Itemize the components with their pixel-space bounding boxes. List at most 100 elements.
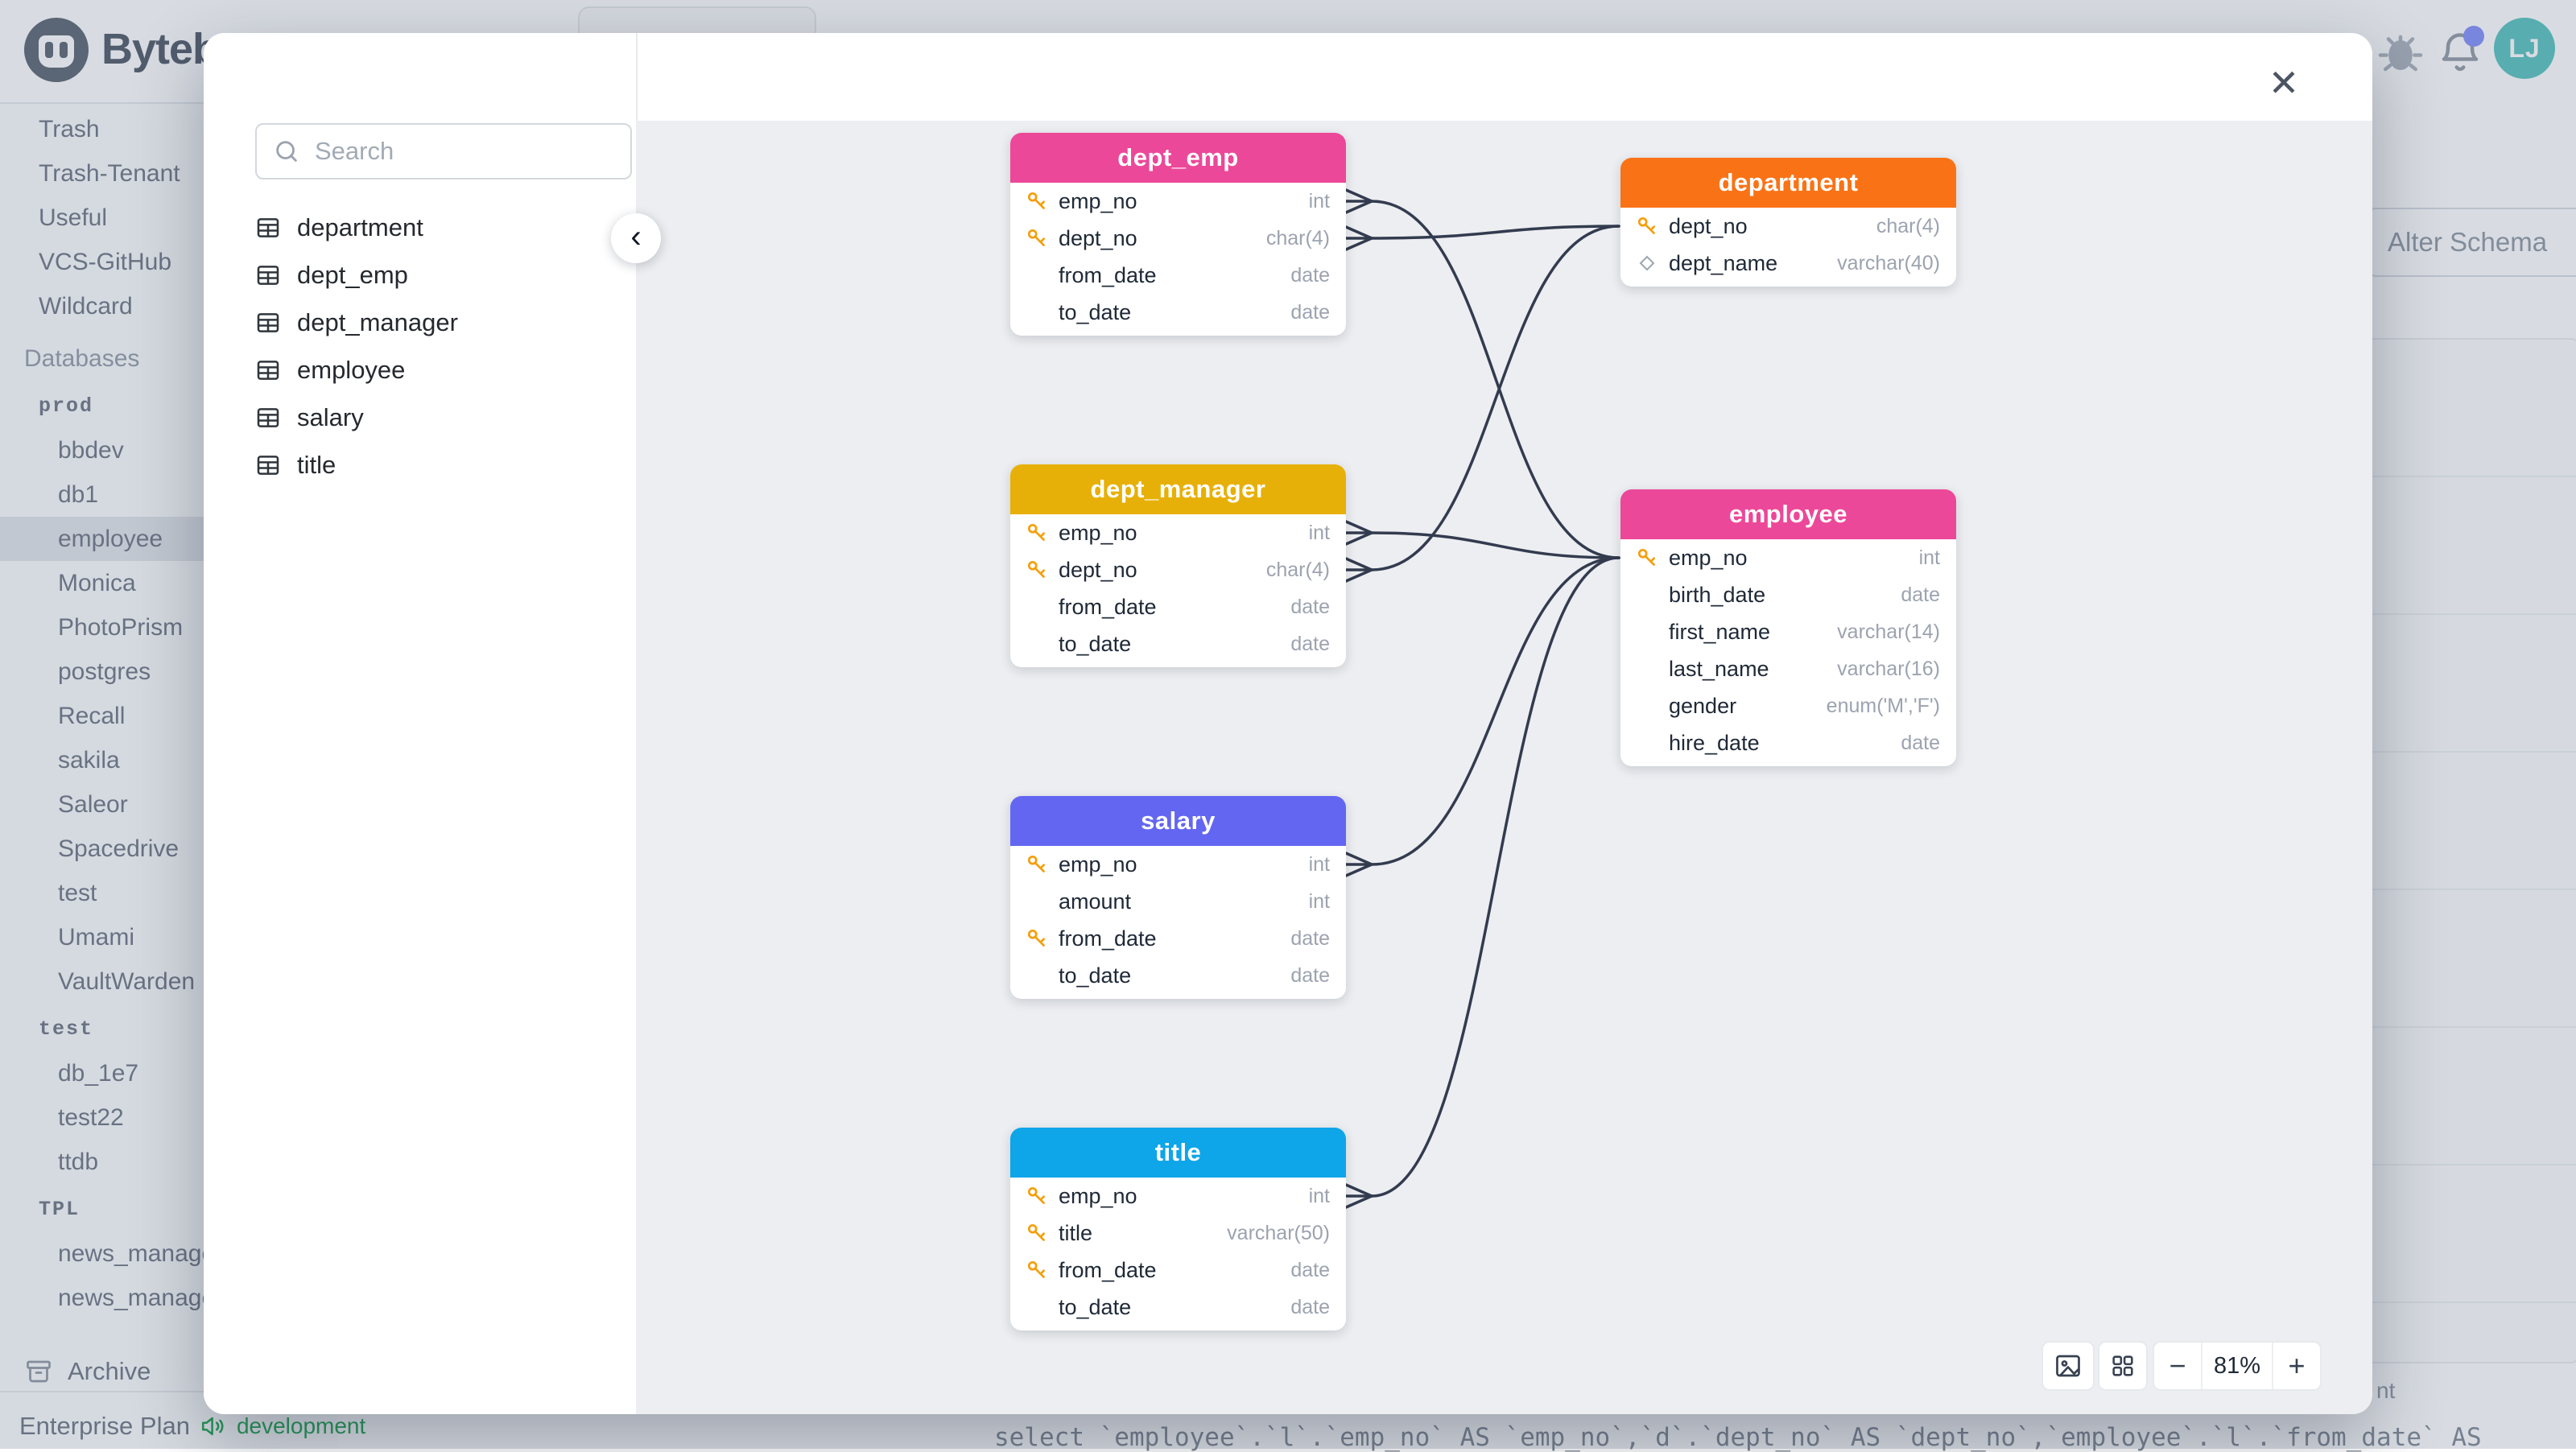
column-name: to_date — [1059, 300, 1131, 325]
primary-key-icon — [1025, 852, 1049, 877]
no-key-spacer — [1025, 963, 1049, 988]
column-name: emp_no — [1059, 189, 1137, 214]
column-type: char(4) — [1876, 215, 1940, 238]
primary-key-icon — [1025, 1221, 1049, 1245]
zoom-in-button[interactable]: + — [2273, 1343, 2320, 1389]
no-key-spacer — [1025, 263, 1049, 287]
column-type: varchar(16) — [1837, 658, 1940, 681]
search-box[interactable] — [255, 123, 632, 179]
column-type: varchar(14) — [1837, 621, 1940, 644]
table-icon — [255, 262, 281, 288]
no-key-spacer — [1635, 731, 1659, 755]
column-name: from_date — [1059, 595, 1157, 620]
column-name: amount — [1059, 889, 1131, 914]
table-list-label: dept_emp — [297, 261, 408, 290]
primary-key-icon — [1025, 226, 1049, 250]
table-icon — [255, 452, 281, 478]
column-name: to_date — [1059, 963, 1131, 988]
column-type: date — [1901, 732, 1940, 755]
index-icon — [1635, 251, 1659, 275]
column-name: to_date — [1059, 632, 1131, 657]
column-row-employee-last_name: last_name varchar(16) — [1620, 650, 1956, 687]
column-type: date — [1290, 264, 1330, 287]
table-list-item-department[interactable]: department — [255, 204, 612, 251]
diagram-table-header-dept_emp[interactable]: dept_emp — [1010, 133, 1346, 183]
column-name: dept_no — [1059, 226, 1137, 251]
column-name: last_name — [1669, 657, 1769, 682]
column-type: date — [1901, 584, 1940, 607]
column-type: date — [1290, 596, 1330, 619]
table-list-item-employee[interactable]: employee — [255, 346, 612, 394]
primary-key-icon — [1025, 558, 1049, 582]
column-name: from_date — [1059, 1258, 1157, 1283]
table-list-item-title[interactable]: title — [255, 441, 612, 489]
column-type: date — [1290, 927, 1330, 951]
fit-layout-button[interactable] — [2098, 1341, 2148, 1391]
no-key-spacer — [1635, 657, 1659, 681]
column-row-dept_manager-from_date: from_date date — [1010, 588, 1346, 625]
column-name: dept_no — [1059, 558, 1137, 583]
zoom-out-button[interactable]: − — [2154, 1343, 2201, 1389]
table-list-item-dept_manager[interactable]: dept_manager — [255, 299, 612, 346]
column-row-salary-to_date: to_date date — [1010, 957, 1346, 994]
table-list-label: employee — [297, 356, 405, 385]
zoom-level: 81% — [2201, 1343, 2273, 1389]
column-type: int — [1309, 890, 1330, 914]
diagram-table-header-employee[interactable]: employee — [1620, 489, 1956, 539]
zoom-control: − 81% + — [2153, 1341, 2322, 1391]
column-type: int — [1309, 853, 1330, 877]
column-type: date — [1290, 964, 1330, 988]
search-icon — [273, 138, 300, 165]
no-key-spacer — [1025, 889, 1049, 914]
table-list-label: salary — [297, 403, 364, 432]
column-name: first_name — [1669, 620, 1770, 645]
close-icon[interactable]: ✕ — [2258, 57, 2310, 109]
export-image-button[interactable] — [2041, 1341, 2095, 1391]
primary-key-icon — [1025, 521, 1049, 545]
column-name: emp_no — [1059, 521, 1137, 546]
column-type: char(4) — [1266, 559, 1330, 582]
column-row-dept_manager-dept_no: dept_no char(4) — [1010, 551, 1346, 588]
collapse-panel-button[interactable]: ‹ — [611, 213, 661, 263]
diagram-table-header-department[interactable]: department — [1620, 158, 1956, 208]
table-list-item-salary[interactable]: salary — [255, 394, 612, 441]
search-input[interactable] — [313, 136, 614, 167]
primary-key-icon — [1025, 189, 1049, 213]
column-type: enum('M','F') — [1827, 695, 1940, 718]
no-key-spacer — [1635, 583, 1659, 607]
column-type: int — [1309, 190, 1330, 213]
table-list-item-dept_emp[interactable]: dept_emp — [255, 251, 612, 299]
column-name: title — [1059, 1221, 1092, 1246]
column-name: dept_name — [1669, 251, 1777, 276]
column-name: gender — [1669, 694, 1736, 719]
table-list-label: dept_manager — [297, 308, 458, 337]
column-name: emp_no — [1669, 546, 1748, 571]
column-row-employee-gender: gender enum('M','F') — [1620, 687, 1956, 724]
table-icon — [255, 310, 281, 336]
column-name: emp_no — [1059, 1184, 1137, 1209]
diagram-table-header-salary[interactable]: salary — [1010, 796, 1346, 846]
diagram-table-header-dept_manager[interactable]: dept_manager — [1010, 464, 1346, 514]
diagram-table-header-title[interactable]: title — [1010, 1128, 1346, 1178]
relationship-lines — [636, 121, 2372, 1414]
column-type: int — [1309, 1185, 1330, 1208]
table-icon — [255, 215, 281, 241]
no-key-spacer — [1025, 1295, 1049, 1319]
